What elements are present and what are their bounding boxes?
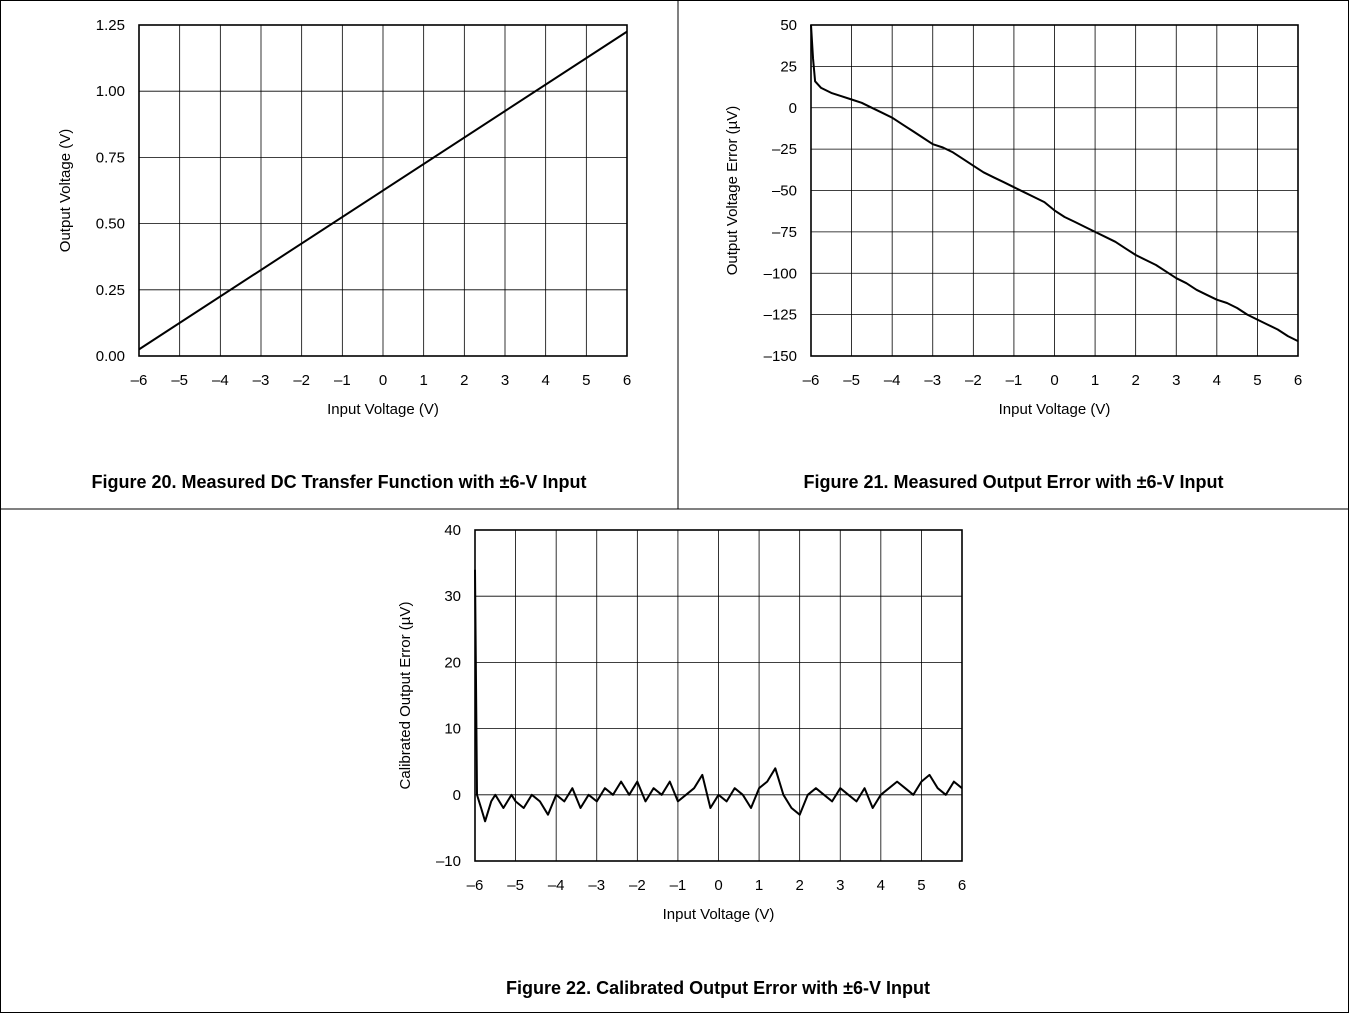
- x-tick-label: –6: [131, 372, 148, 389]
- x-tick-label: 5: [582, 372, 590, 389]
- y-tick-label: –50: [772, 183, 797, 200]
- y-tick-label: 1.25: [96, 17, 125, 34]
- figure-21-caption: Figure 21. Measured Output Error with ±6…: [803, 472, 1224, 492]
- y-axis-label: Output Voltage Error (µV): [724, 106, 741, 276]
- x-tick-label: 6: [1294, 372, 1302, 389]
- x-tick-label: 2: [1131, 372, 1139, 389]
- chart-figure-21: –6 –5 –4 –3 –2 –1 0 1 2 3 4 5 6 –150 –125 –100 –75 –50 –25…: [724, 17, 1302, 418]
- figure-20-caption: Figure 20. Measured DC Transfer Function…: [91, 472, 587, 492]
- x-tick-label: 1: [1091, 372, 1099, 389]
- y-tick-label: 25: [780, 58, 797, 75]
- x-tick-label: –6: [467, 877, 484, 894]
- series-line: [474, 569, 963, 823]
- x-tick-label: 3: [836, 877, 844, 894]
- x-tick-label: 2: [460, 372, 468, 389]
- x-tick-label: 6: [958, 877, 966, 894]
- y-tick-label: 0.25: [96, 282, 125, 299]
- x-tick-label: 4: [541, 372, 549, 389]
- plot-frame: [810, 24, 1299, 357]
- y-tick-label: 50: [780, 17, 797, 34]
- x-tick-label: –5: [843, 372, 860, 389]
- x-tick-label: 3: [501, 372, 509, 389]
- y-tick-label: 30: [444, 588, 461, 605]
- x-tick-label: –1: [1006, 372, 1023, 389]
- x-axis-label: Input Voltage (V): [327, 401, 439, 418]
- x-tick-label: 2: [795, 877, 803, 894]
- x-tick-label: –4: [212, 372, 229, 389]
- y-tick-label: –125: [764, 307, 797, 324]
- x-tick-label: –4: [884, 372, 901, 389]
- y-axis-label: Output Voltage (V): [57, 129, 74, 252]
- y-tick-label: 0.00: [96, 348, 125, 365]
- x-axis-label: Input Voltage (V): [663, 906, 775, 923]
- x-tick-label: –2: [965, 372, 982, 389]
- y-tick-label: –10: [436, 853, 461, 870]
- series-line: [810, 24, 1299, 342]
- x-tick-label: –3: [588, 877, 605, 894]
- x-tick-label: 4: [877, 877, 885, 894]
- figure-22-caption: Figure 22. Calibrated Output Error with …: [506, 978, 930, 998]
- x-tick-label: –1: [334, 372, 351, 389]
- x-axis-label: Input Voltage (V): [999, 401, 1111, 418]
- x-tick-label: –5: [507, 877, 524, 894]
- x-tick-label: –2: [629, 877, 646, 894]
- plot-frame: [474, 529, 963, 862]
- x-tick-label: –3: [924, 372, 941, 389]
- x-tick-label: –3: [253, 372, 270, 389]
- y-tick-label: 0: [789, 100, 797, 117]
- x-tick-label: 5: [917, 877, 925, 894]
- x-tick-label: 3: [1172, 372, 1180, 389]
- y-axis-label: Calibrated Output Error (µV): [397, 602, 414, 790]
- x-tick-label: 5: [1253, 372, 1261, 389]
- x-tick-label: 1: [419, 372, 427, 389]
- y-tick-label: –100: [764, 265, 797, 282]
- plot-frame: [138, 24, 628, 357]
- x-tick-label: –4: [548, 877, 565, 894]
- x-tick-label: –2: [293, 372, 310, 389]
- x-tick-label: 6: [623, 372, 631, 389]
- y-tick-label: 20: [444, 654, 461, 671]
- x-tick-label: 4: [1213, 372, 1221, 389]
- chart-figure-20: –6 –5 –4 –3 –2 –1 0 1 2 3 4 5 6 0.00 0.25 0.50 0.75 1.00 1…: [57, 17, 631, 418]
- y-tick-label: 1.00: [96, 83, 125, 100]
- x-tick-label: –5: [171, 372, 188, 389]
- y-tick-label: 10: [444, 721, 461, 738]
- y-tick-label: –150: [764, 348, 797, 365]
- y-tick-label: 0.50: [96, 216, 125, 233]
- x-tick-label: 0: [714, 877, 722, 894]
- y-tick-label: –25: [772, 141, 797, 158]
- x-tick-label: –6: [803, 372, 820, 389]
- x-tick-label: 0: [1050, 372, 1058, 389]
- y-tick-label: 0.75: [96, 149, 125, 166]
- x-tick-label: 0: [379, 372, 387, 389]
- x-tick-label: –1: [670, 877, 687, 894]
- y-tick-label: 0: [453, 787, 461, 804]
- series-line: [138, 30, 628, 351]
- x-tick-label: 1: [755, 877, 763, 894]
- y-tick-label: 40: [444, 522, 461, 539]
- y-tick-label: –75: [772, 224, 797, 241]
